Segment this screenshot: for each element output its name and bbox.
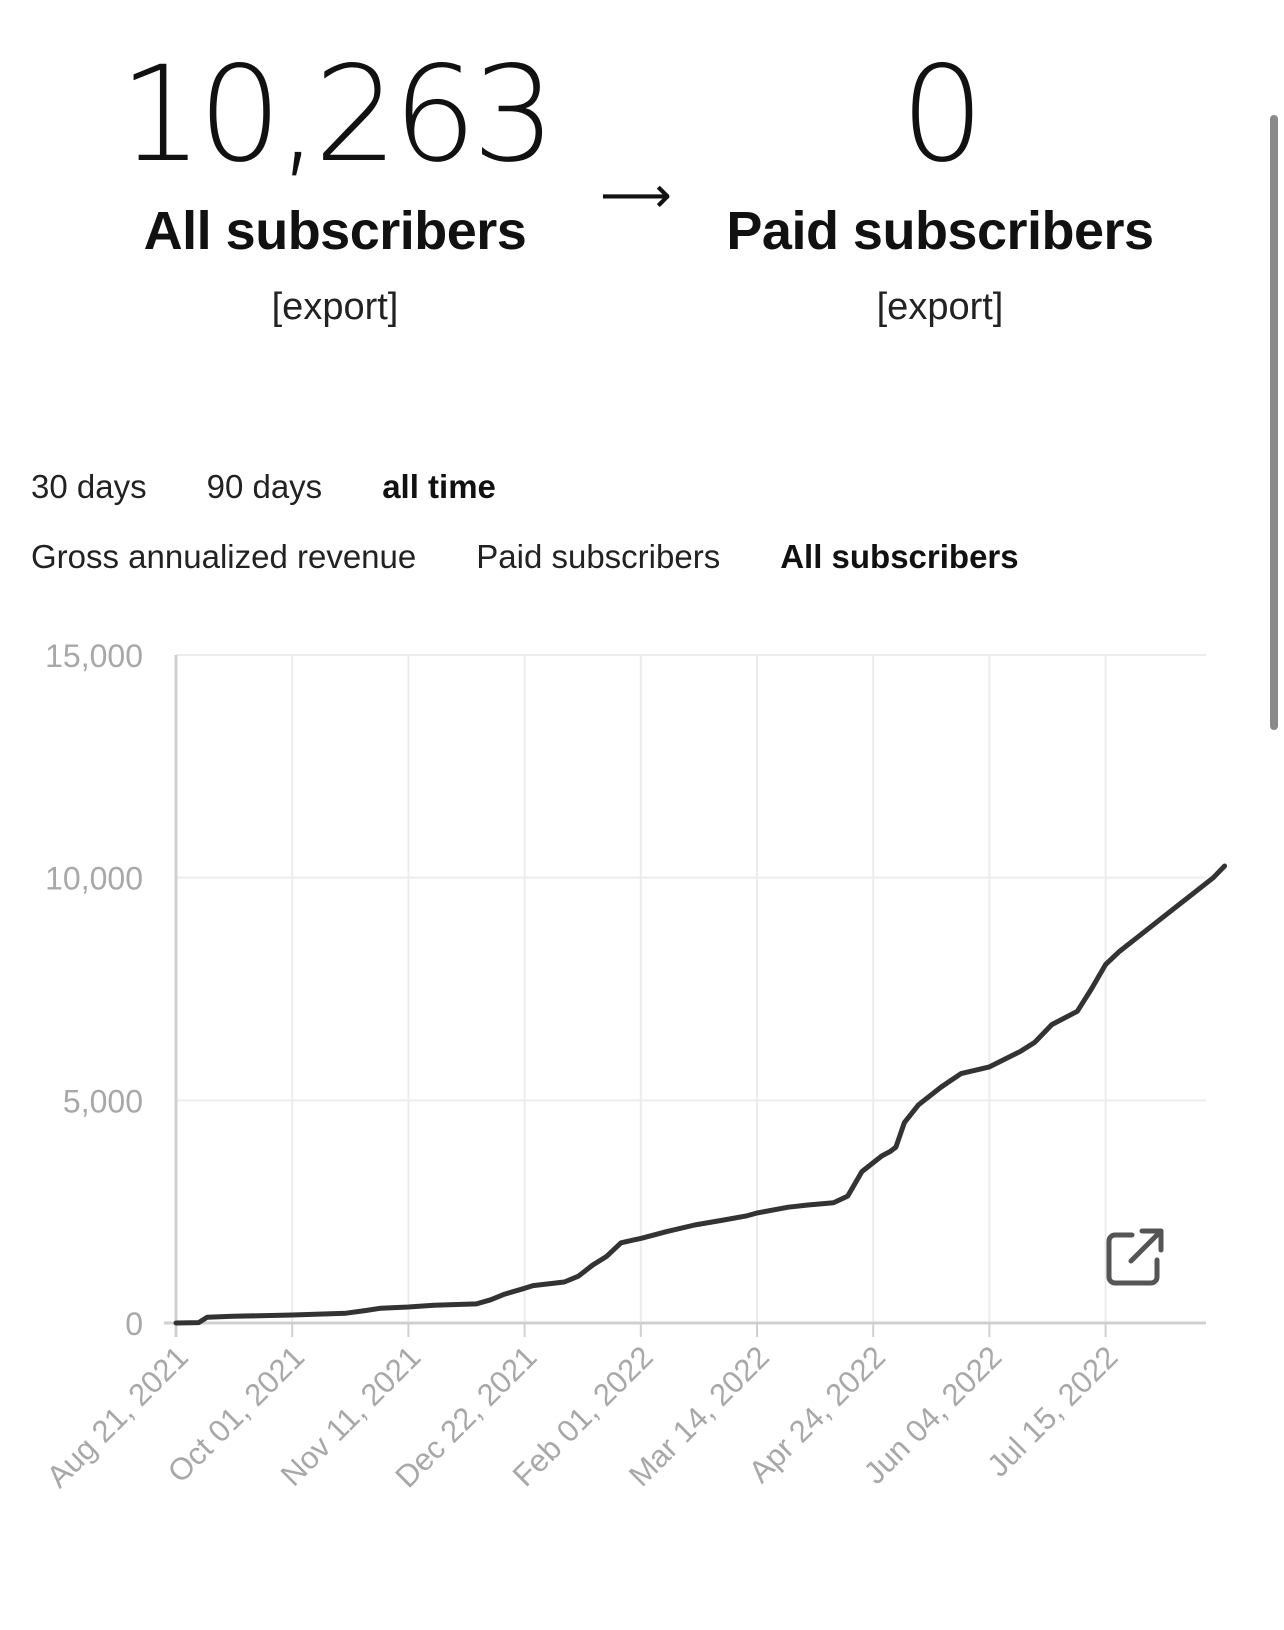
subscribers-series-line: [173, 863, 1228, 1326]
all-subscribers-stat: 10,263 All subscribers [export]: [100, 40, 570, 332]
tab-30-days[interactable]: 30 days: [31, 468, 147, 505]
time-range-tabs: 30 days 90 days all time: [31, 465, 496, 509]
all-subscribers-count: 10,263: [119, 38, 556, 192]
external-link-icon[interactable]: [1104, 1226, 1166, 1288]
paid-subscribers-label: Paid subscribers: [726, 201, 1154, 261]
y-tick-label: 10,000: [45, 861, 143, 897]
paid-subscribers-stat: 0 Paid subscribers [export]: [700, 40, 1180, 332]
tab-all-subscribers[interactable]: All subscribers: [780, 538, 1019, 575]
tab-paid-subscribers[interactable]: Paid subscribers: [476, 538, 721, 575]
tab-90-days[interactable]: 90 days: [206, 468, 323, 505]
tab-all-time[interactable]: all time: [382, 468, 496, 505]
y-tick-label: 15,000: [45, 638, 143, 674]
export-all-subscribers-link[interactable]: [export]: [271, 286, 399, 328]
y-tick-label: 0: [125, 1306, 143, 1342]
y-tick-label: 5,000: [63, 1083, 143, 1119]
all-subscribers-label: All subscribers: [143, 201, 527, 261]
tab-gross-annualized-revenue[interactable]: Gross annualized revenue: [31, 538, 417, 575]
arrow-right-icon: ⟶: [600, 167, 672, 223]
vertical-scrollbar[interactable]: [1270, 115, 1278, 730]
paid-subscribers-count: 0: [900, 38, 985, 192]
metric-tabs: Gross annualized revenue Paid subscriber…: [31, 535, 1019, 579]
export-paid-subscribers-link[interactable]: [export]: [876, 286, 1004, 328]
